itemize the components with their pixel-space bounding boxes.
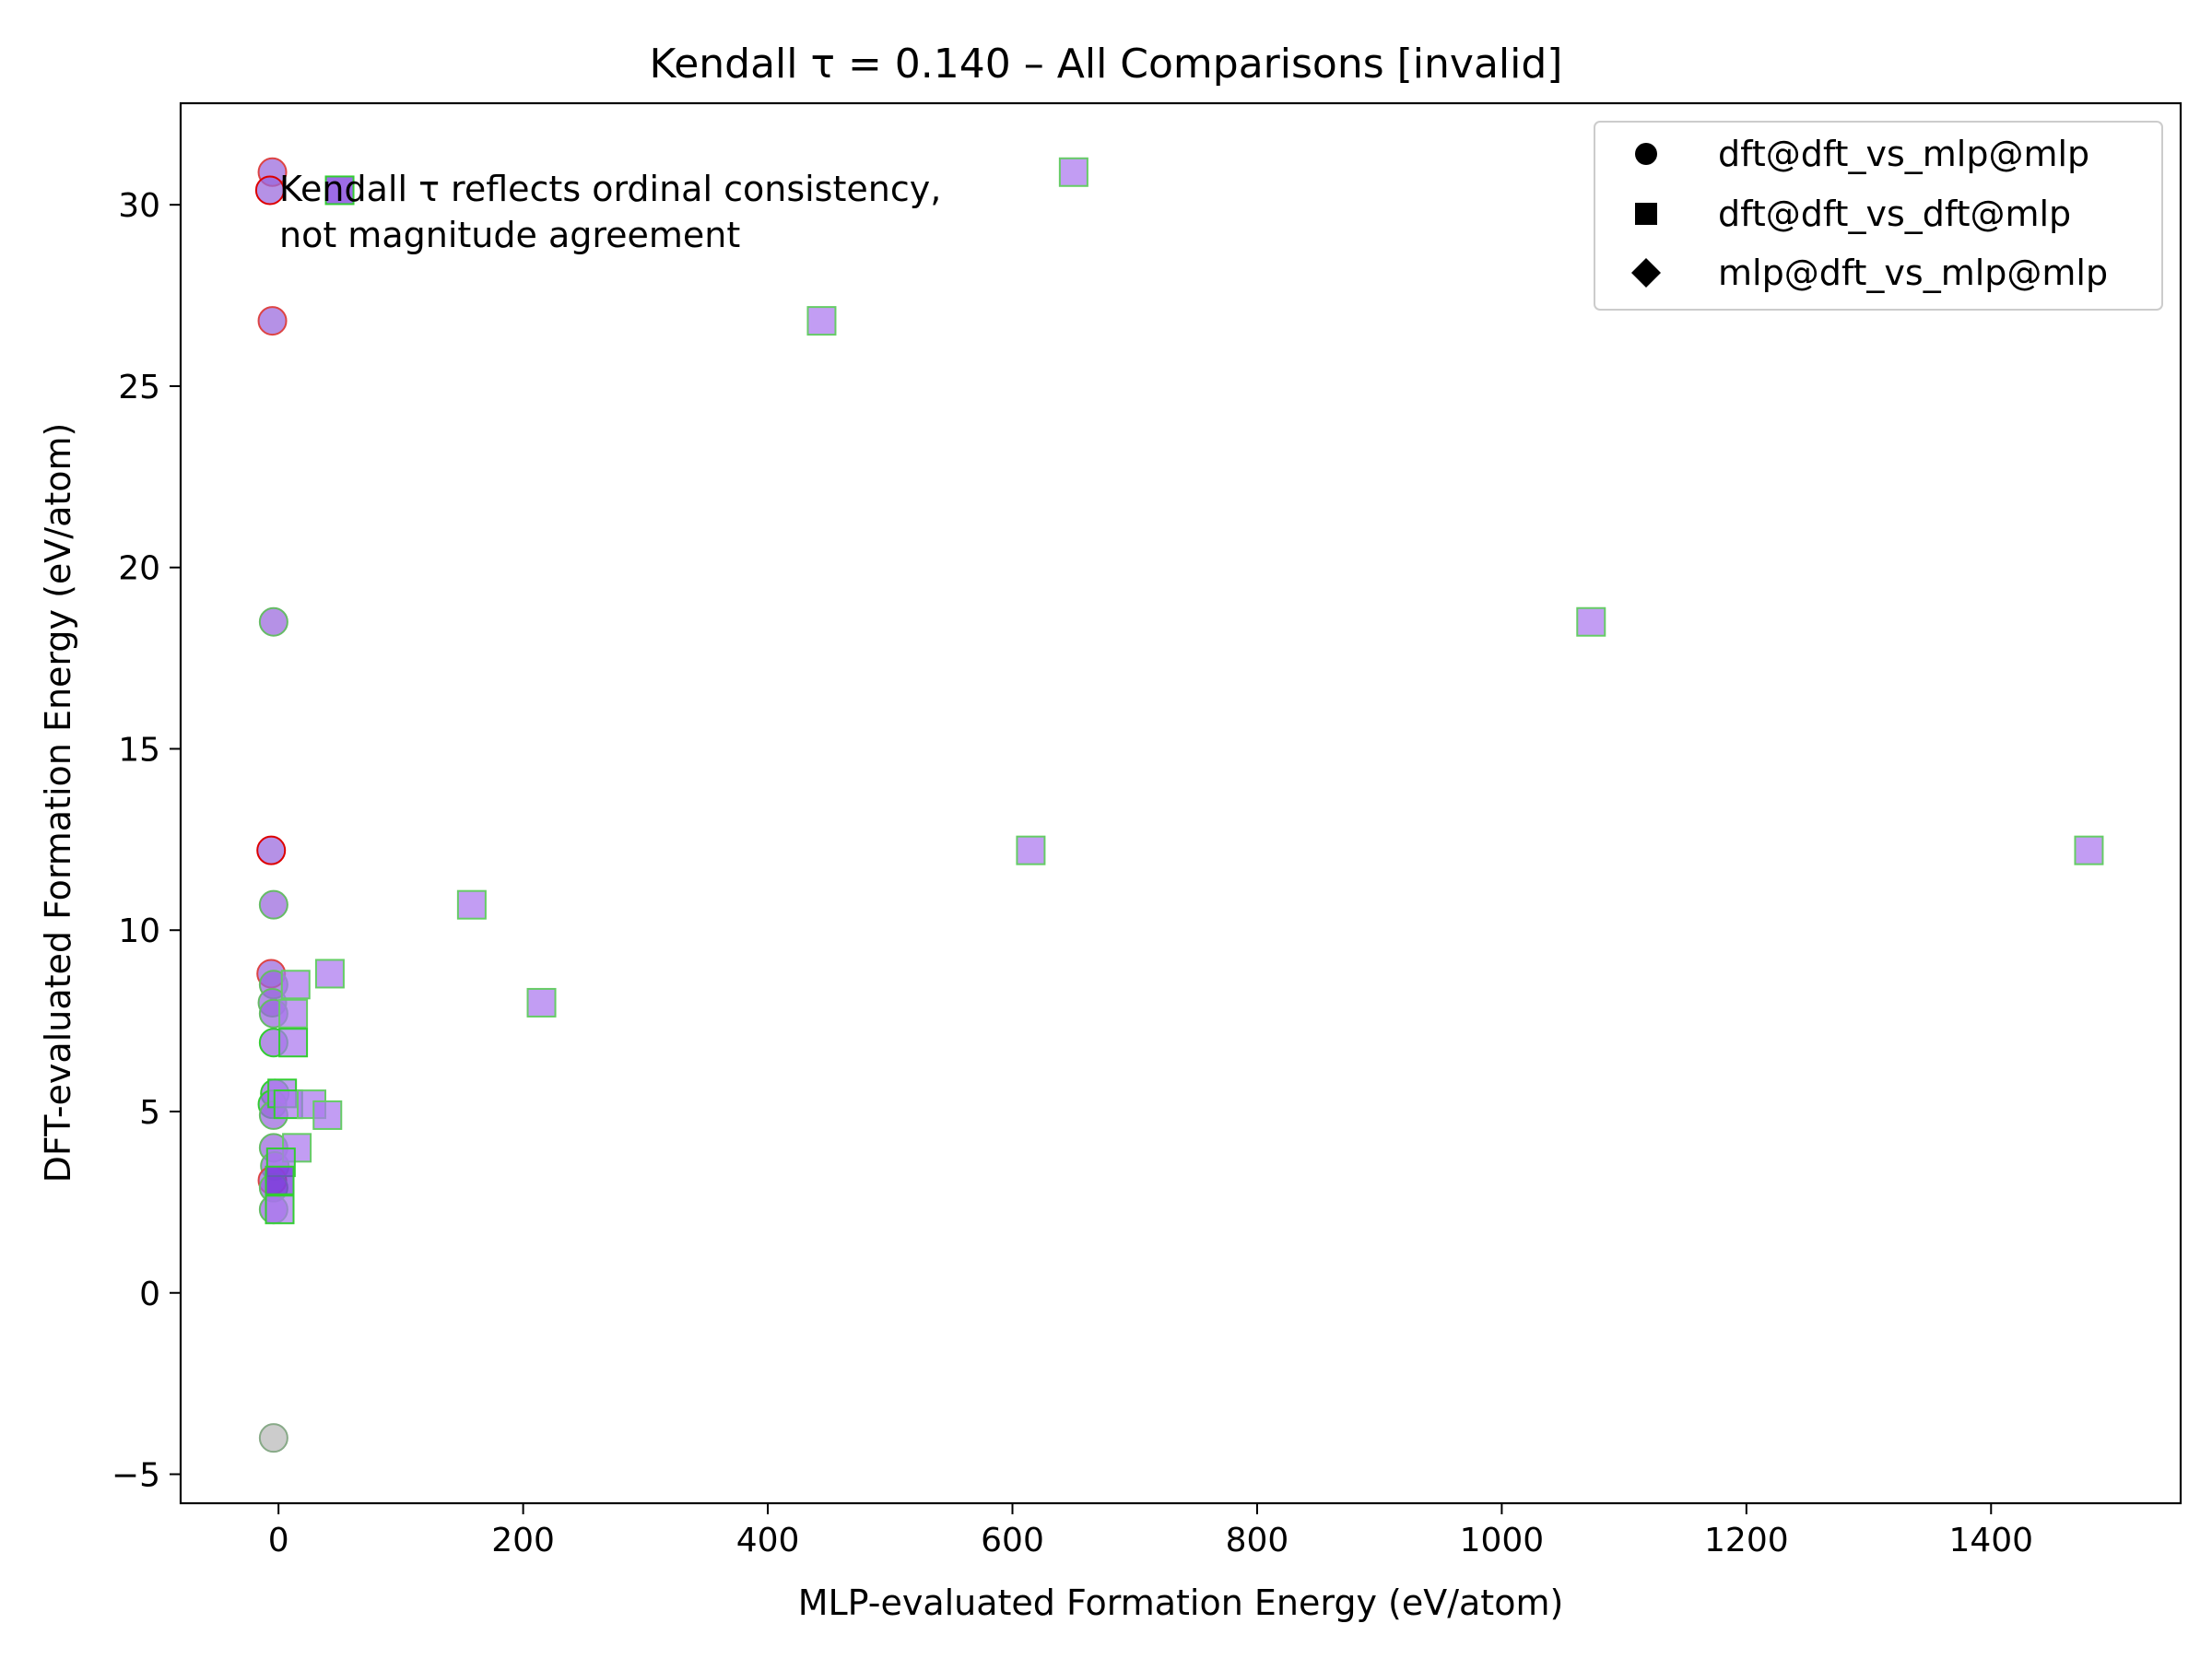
circle-data-point — [257, 306, 288, 336]
x-tick-label: 0 — [268, 1522, 289, 1559]
y-tick-label: 25 — [118, 369, 160, 406]
legend-diamond-marker — [1631, 258, 1661, 288]
legend: dft@dft_vs_mlp@mlp dft@dft_vs_dft@mlp ml… — [1594, 121, 2163, 311]
x-axis: 0 200 400 600 800 1000 1200 1400 — [268, 1503, 2033, 1559]
y-tick-label: 30 — [118, 187, 160, 225]
x-tick-label: 1000 — [1460, 1522, 1545, 1559]
square-data-point — [314, 959, 345, 989]
x-tick-label: 1200 — [1704, 1522, 1789, 1559]
square-data-point — [1576, 606, 1606, 637]
legend-box — [1594, 121, 2163, 311]
points-layer — [254, 157, 2104, 1453]
square-data-point — [526, 987, 557, 1018]
circle-data-point — [258, 889, 288, 920]
square-data-point — [1016, 835, 1046, 865]
x-tick-label: 1400 — [1948, 1522, 2033, 1559]
y-tick-label: −5 — [112, 1457, 160, 1495]
square-data-point — [265, 1165, 295, 1195]
y-axis-label: DFT-evaluated Formation Energy (eV/atom) — [38, 423, 78, 1183]
circle-data-point — [254, 175, 285, 206]
x-tick-label: 400 — [736, 1522, 800, 1559]
square-data-point — [265, 1194, 295, 1225]
circle-data-point — [258, 606, 288, 637]
legend-label-2: dft@dft_vs_dft@mlp — [1718, 194, 2071, 234]
y-tick-label: 10 — [118, 912, 160, 950]
x-tick-label: 200 — [491, 1522, 555, 1559]
y-tick-label: 20 — [118, 550, 160, 588]
square-data-point — [324, 175, 355, 206]
legend-label-3: mlp@dft_vs_mlp@mlp — [1718, 253, 2108, 293]
x-axis-label: MLP-evaluated Formation Energy (eV/atom) — [798, 1583, 1564, 1623]
annotation: Kendall τ reflects ordinal consistency, … — [279, 169, 941, 255]
y-tick-label: 5 — [139, 1094, 160, 1132]
x-tick-label: 600 — [981, 1522, 1044, 1559]
square-data-point — [456, 889, 487, 920]
legend-label-1: dft@dft_vs_mlp@mlp — [1718, 134, 2089, 174]
legend-square-marker — [1635, 203, 1657, 225]
annotation-line-2: not magnitude agreement — [279, 215, 740, 255]
square-data-point — [1058, 157, 1088, 187]
plot-area — [179, 101, 2183, 1505]
square-data-point — [806, 306, 837, 336]
chart-title: Kendall τ = 0.140 – All Comparisons [inv… — [650, 41, 1563, 88]
square-data-point — [278, 998, 309, 1029]
square-data-point — [2074, 835, 2104, 865]
square-data-point — [280, 970, 311, 1000]
square-data-point — [278, 1028, 309, 1058]
circle-data-point — [256, 835, 287, 865]
square-data-point — [312, 1100, 343, 1130]
circle-data-point — [258, 1423, 288, 1453]
y-axis: −5 0 5 10 15 20 25 30 — [112, 187, 181, 1495]
annotation-line-1: Kendall τ reflects ordinal consistency, — [279, 169, 941, 209]
y-tick-label: 0 — [139, 1276, 160, 1313]
legend-circle-marker — [1635, 143, 1657, 165]
y-tick-label: 15 — [118, 731, 160, 769]
x-tick-label: 800 — [1226, 1522, 1289, 1559]
plot-frame — [179, 101, 2183, 1505]
